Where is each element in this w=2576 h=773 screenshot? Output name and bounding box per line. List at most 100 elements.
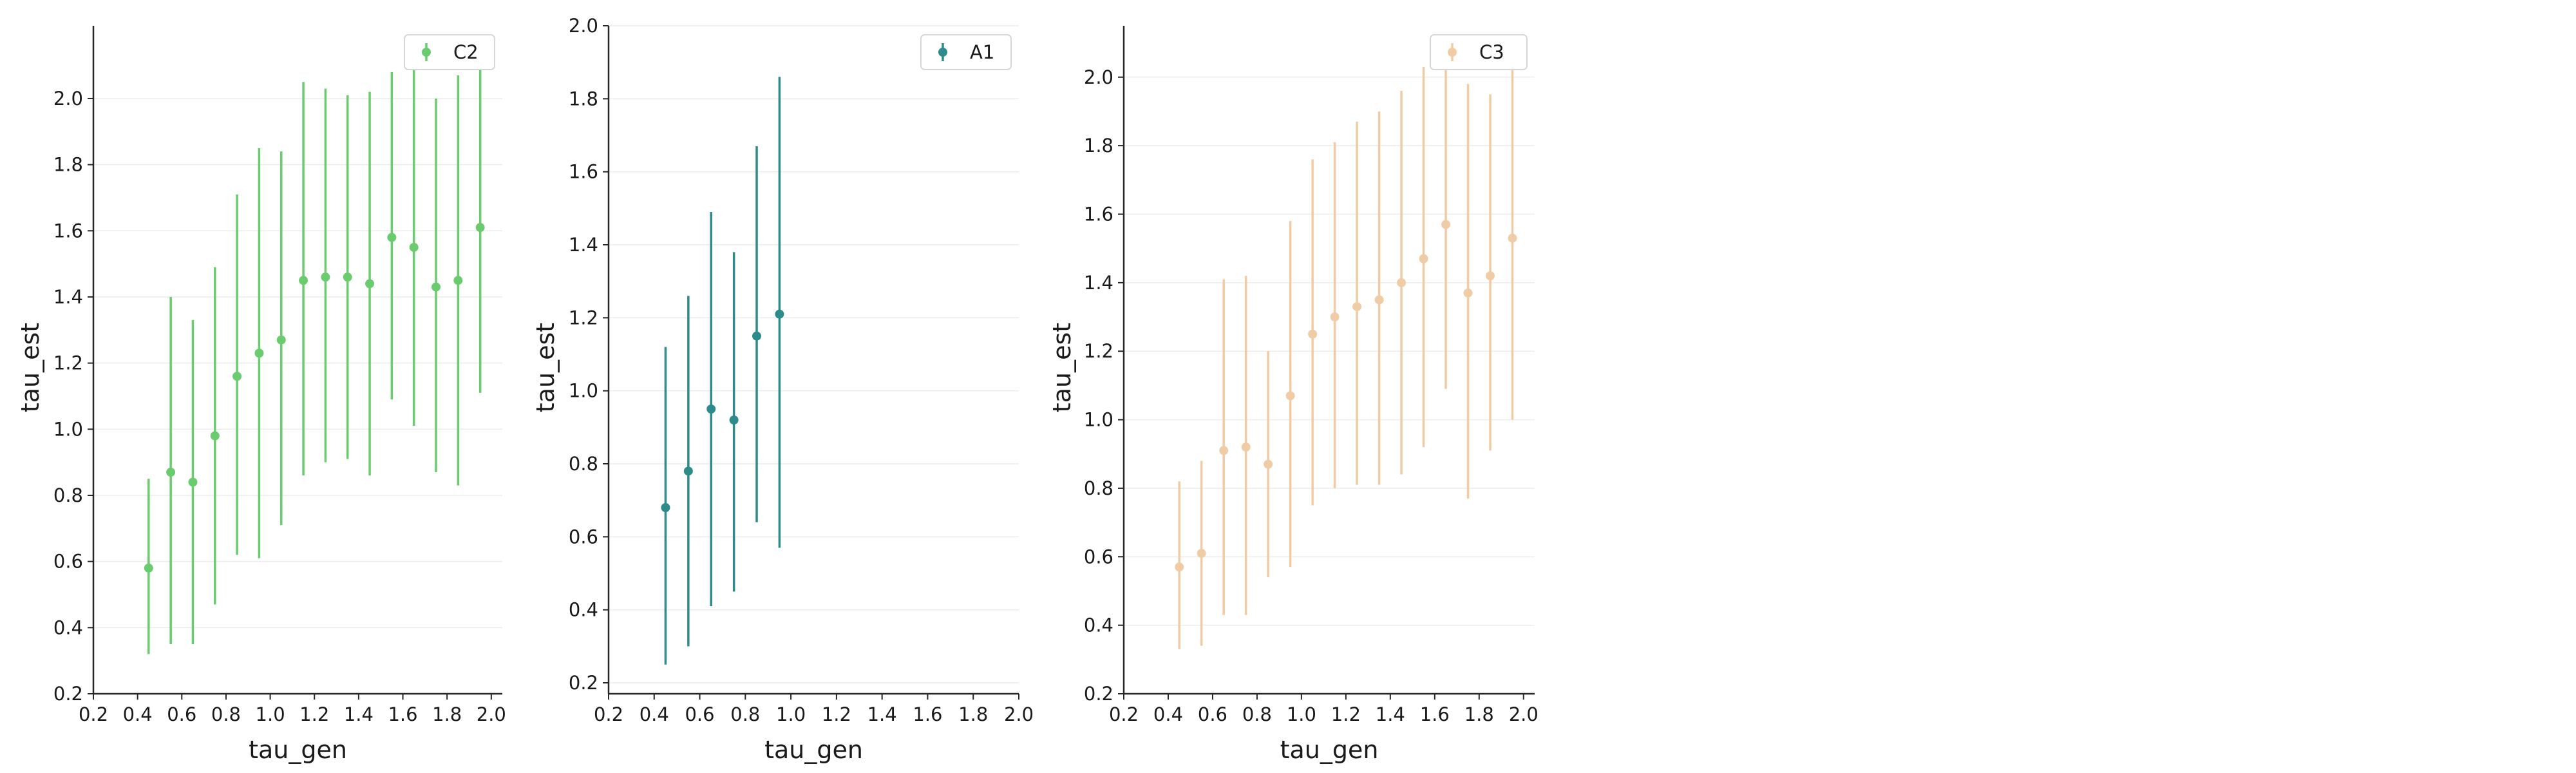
x-axis-label: tau_gen [764, 736, 863, 764]
x-tick-label: 0.4 [1153, 703, 1183, 725]
x-tick-label: 1.6 [1420, 703, 1450, 725]
data-point [475, 223, 485, 233]
x-tick-label: 0.2 [79, 703, 108, 725]
legend-box [1430, 34, 1528, 70]
y-tick-label: 0.6 [53, 551, 83, 573]
x-tick-label: 2.0 [1509, 703, 1539, 725]
legend-label: C3 [1479, 41, 1504, 63]
x-tick-label: 1.2 [822, 703, 851, 725]
data-point [431, 282, 441, 292]
y-axis-label: tau_est [531, 323, 560, 412]
data-point [1441, 220, 1451, 229]
y-tick-label: 1.6 [53, 220, 83, 242]
y-tick-label: 0.2 [1084, 683, 1113, 705]
x-tick-label: 1.8 [432, 703, 462, 725]
data-point [775, 309, 784, 319]
x-tick-label: 2.0 [477, 703, 506, 725]
data-point [1330, 312, 1340, 322]
data-point [144, 563, 153, 573]
x-tick-label: 1.0 [256, 703, 285, 725]
y-tick-label: 1.6 [569, 161, 598, 183]
y-tick-label: 0.2 [569, 672, 598, 694]
x-tick-label: 0.2 [594, 703, 623, 725]
y-tick-label: 1.2 [1084, 340, 1113, 362]
x-tick-label: 1.6 [388, 703, 417, 725]
data-point [683, 466, 693, 476]
y-tick-label: 1.0 [53, 418, 83, 440]
x-tick-label: 1.4 [867, 703, 897, 725]
data-point [166, 468, 176, 477]
y-tick-label: 2.0 [569, 15, 598, 37]
legend-label: C2 [453, 41, 478, 63]
y-tick-label: 1.2 [569, 307, 598, 329]
y-tick-label: 1.8 [569, 88, 598, 110]
y-tick-label: 1.4 [53, 286, 83, 308]
x-tick-label: 1.2 [1331, 703, 1361, 725]
data-point [409, 242, 419, 252]
data-point [276, 335, 286, 345]
data-point [343, 272, 352, 282]
chart-panel-c2: 0.2 0.4 0.6 0.8 1.0 1.2 1.4 1.6 1.8 2.0 0.2 0.4 0.6 0… [16, 26, 506, 764]
data-point [1197, 548, 1206, 558]
x-tick-label: 0.8 [1242, 703, 1272, 725]
y-tick-label: 1.4 [1084, 272, 1113, 294]
data-point [1508, 233, 1517, 243]
x-tick-label: 0.6 [685, 703, 714, 725]
y-axis-label: tau_est [1048, 323, 1076, 412]
chart-panel-a1: 0.2 0.4 0.6 0.8 1.0 1.2 1.4 1.6 1.8 2.0 0.2 0.4 0.6 0… [531, 15, 1034, 764]
x-tick-label: 1.4 [1376, 703, 1405, 725]
y-tick-label: 2.0 [1084, 66, 1113, 88]
legend-marker-point [1448, 48, 1457, 57]
x-tick-label: 0.8 [730, 703, 760, 725]
y-tick-label: 0.6 [1084, 546, 1113, 568]
data-point [1219, 446, 1229, 455]
y-tick-label: 1.2 [53, 352, 83, 374]
x-tick-label: 1.2 [299, 703, 329, 725]
data-point [387, 233, 397, 242]
data-point [365, 279, 375, 289]
y-tick-label: 0.8 [569, 453, 598, 475]
data-point [1374, 295, 1384, 305]
y-tick-label: 0.8 [53, 484, 83, 506]
data-point [1397, 278, 1406, 287]
data-point [1308, 329, 1318, 339]
data-point [1264, 459, 1273, 469]
data-point [1463, 288, 1473, 298]
data-point [1486, 271, 1495, 281]
y-tick-label: 0.4 [569, 599, 598, 621]
data-point [1419, 254, 1428, 263]
data-point [254, 348, 264, 358]
x-tick-label: 0.6 [1198, 703, 1227, 725]
y-tick-label: 0.4 [1084, 615, 1113, 636]
y-tick-label: 0.6 [569, 526, 598, 548]
y-tick-label: 1.0 [569, 380, 598, 402]
data-point [321, 272, 330, 282]
data-point [232, 372, 242, 381]
x-tick-label: 0.2 [1109, 703, 1139, 725]
y-axis-label: tau_est [16, 323, 44, 412]
x-tick-label: 1.8 [1464, 703, 1494, 725]
data-point [1285, 391, 1295, 401]
x-tick-label: 1.0 [776, 703, 806, 725]
x-tick-label: 2.0 [1004, 703, 1034, 725]
legend-marker-point [422, 48, 431, 57]
x-tick-label: 0.8 [211, 703, 241, 725]
x-axis-label: tau_gen [249, 736, 347, 764]
data-point [188, 477, 198, 487]
x-tick-label: 1.8 [958, 703, 988, 725]
data-point [453, 276, 463, 285]
data-point [661, 503, 670, 512]
y-tick-label: 2.0 [53, 88, 83, 110]
y-tick-label: 1.0 [1084, 409, 1113, 431]
chart-panel-c3: 0.2 0.4 0.6 0.8 1.0 1.2 1.4 1.6 1.8 2.0 0.2 0.4 0.6 0… [1048, 26, 1539, 764]
legend-box [920, 34, 1012, 70]
y-tick-label: 1.8 [1084, 135, 1113, 157]
x-tick-label: 1.0 [1287, 703, 1316, 725]
x-tick-label: 0.6 [167, 703, 196, 725]
y-tick-label: 1.8 [53, 154, 83, 176]
x-tick-label: 0.4 [639, 703, 669, 725]
x-tick-label: 1.4 [344, 703, 374, 725]
y-tick-label: 1.6 [1084, 203, 1113, 225]
y-tick-label: 1.4 [569, 234, 598, 256]
